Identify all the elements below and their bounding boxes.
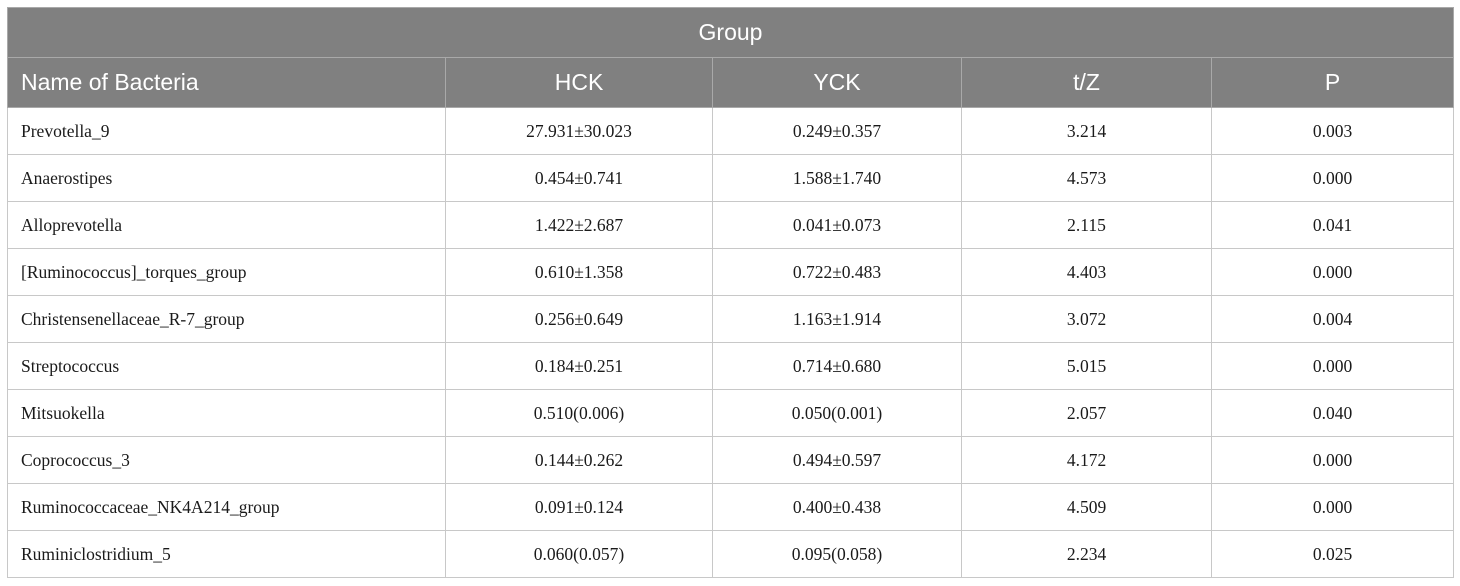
tz-cell: 5.015 xyxy=(961,342,1212,390)
yck-cell: 0.400±0.438 xyxy=(712,483,962,531)
tz-cell: 4.403 xyxy=(961,248,1212,296)
bacteria-table: Group Name of Bacteria HCK YCK t/Z P Pre… xyxy=(6,7,1455,578)
tz-cell: 4.172 xyxy=(961,436,1212,484)
p-cell: 0.000 xyxy=(1210,154,1455,202)
p-cell: 0.040 xyxy=(1210,389,1455,437)
tz-cell: 3.214 xyxy=(961,107,1212,155)
hck-cell: 0.144±0.262 xyxy=(445,436,713,484)
bacteria-name-cell: Alloprevotella xyxy=(7,201,446,249)
yck-cell: 0.249±0.357 xyxy=(712,107,962,155)
column-header-name: Name of Bacteria xyxy=(7,57,446,108)
table-row: Coprococcus_3 0.144±0.262 0.494±0.597 4.… xyxy=(7,436,1455,484)
tz-cell: 4.509 xyxy=(961,483,1212,531)
bacteria-name-cell: Mitsuokella xyxy=(7,389,446,437)
p-cell: 0.004 xyxy=(1210,295,1455,343)
bacteria-name-cell: Anaerostipes xyxy=(7,154,446,202)
tz-cell: 3.072 xyxy=(961,295,1212,343)
p-cell: 0.000 xyxy=(1210,248,1455,296)
p-cell: 0.003 xyxy=(1210,107,1455,155)
bacteria-name-cell: [Ruminococcus]_torques_group xyxy=(7,248,446,296)
hck-cell: 0.454±0.741 xyxy=(445,154,713,202)
yck-cell: 0.722±0.483 xyxy=(712,248,962,296)
bacteria-name-cell: Christensenellaceae_R-7_group xyxy=(7,295,446,343)
column-header-row: Name of Bacteria HCK YCK t/Z P xyxy=(7,57,1455,108)
column-header-yck: YCK xyxy=(712,57,962,108)
bacteria-name-cell: Ruminiclostridium_5 xyxy=(7,530,446,578)
yck-cell: 1.163±1.914 xyxy=(712,295,962,343)
hck-cell: 27.931±30.023 xyxy=(445,107,713,155)
table-row: Ruminiclostridium_5 0.060(0.057) 0.095(0… xyxy=(7,530,1455,578)
table-row: Alloprevotella 1.422±2.687 0.041±0.073 2… xyxy=(7,201,1455,249)
tz-cell: 2.057 xyxy=(961,389,1212,437)
p-cell: 0.041 xyxy=(1210,201,1455,249)
tz-cell: 4.573 xyxy=(961,154,1212,202)
table-row: Christensenellaceae_R-7_group 0.256±0.64… xyxy=(7,295,1455,343)
p-cell: 0.000 xyxy=(1210,342,1455,390)
table-row: Ruminococcaceae_NK4A214_group 0.091±0.12… xyxy=(7,483,1455,531)
table-row: Streptococcus 0.184±0.251 0.714±0.680 5.… xyxy=(7,342,1455,390)
bacteria-name-cell: Coprococcus_3 xyxy=(7,436,446,484)
hck-cell: 0.060(0.057) xyxy=(445,530,713,578)
bacteria-name-cell: Streptococcus xyxy=(7,342,446,390)
table-row: Prevotella_9 27.931±30.023 0.249±0.357 3… xyxy=(7,107,1455,155)
table-row: Anaerostipes 0.454±0.741 1.588±1.740 4.5… xyxy=(7,154,1455,202)
hck-cell: 0.510(0.006) xyxy=(445,389,713,437)
yck-cell: 0.714±0.680 xyxy=(712,342,962,390)
hck-cell: 0.184±0.251 xyxy=(445,342,713,390)
p-cell: 0.000 xyxy=(1210,436,1455,484)
tz-cell: 2.234 xyxy=(961,530,1212,578)
group-header: Group xyxy=(6,7,1455,58)
p-cell: 0.000 xyxy=(1210,483,1455,531)
yck-cell: 0.494±0.597 xyxy=(712,436,962,484)
p-cell: 0.025 xyxy=(1210,530,1455,578)
bacteria-name-cell: Prevotella_9 xyxy=(7,107,446,155)
hck-cell: 0.091±0.124 xyxy=(445,483,713,531)
bacteria-name-cell: Ruminococcaceae_NK4A214_group xyxy=(7,483,446,531)
column-header-p: P xyxy=(1210,57,1455,108)
hck-cell: 0.256±0.649 xyxy=(445,295,713,343)
yck-cell: 0.095(0.058) xyxy=(712,530,962,578)
yck-cell: 1.588±1.740 xyxy=(712,154,962,202)
table-row: Mitsuokella 0.510(0.006) 0.050(0.001) 2.… xyxy=(7,389,1455,437)
hck-cell: 0.610±1.358 xyxy=(445,248,713,296)
tz-cell: 2.115 xyxy=(961,201,1212,249)
yck-cell: 0.041±0.073 xyxy=(712,201,962,249)
group-header-row: Group xyxy=(6,7,1455,58)
column-header-tz: t/Z xyxy=(961,57,1212,108)
yck-cell: 0.050(0.001) xyxy=(712,389,962,437)
column-header-hck: HCK xyxy=(445,57,713,108)
table-row: [Ruminococcus]_torques_group 0.610±1.358… xyxy=(7,248,1455,296)
hck-cell: 1.422±2.687 xyxy=(445,201,713,249)
